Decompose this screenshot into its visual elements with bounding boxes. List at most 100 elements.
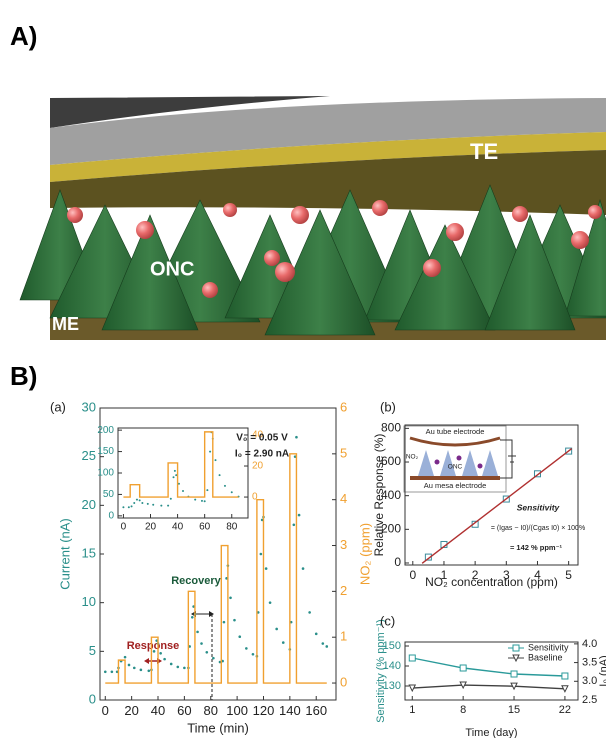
annotation: ONC [448,464,463,471]
x-tick-label: 20 [145,522,157,533]
data-point [308,611,311,614]
data-point [122,506,124,508]
y2-tick-label: 3.5 [582,656,597,668]
x-tick-label: 8 [460,704,466,716]
panel-label: (c) [380,613,395,628]
y-tick-label: 100 [97,468,114,479]
data-point [167,505,169,507]
panel-label: A) [10,21,37,51]
data-point [282,641,285,644]
data-point [159,652,162,655]
panel-label: (b) [380,399,396,414]
x-tick-label: 40 [172,522,184,533]
annotation: Au tube electrode [426,427,485,436]
panel-label: B) [10,361,37,391]
x-axis-label: Time (min) [187,720,249,735]
y-tick-label: 200 [97,425,114,436]
y-tick-label: 30 [82,399,96,414]
data-point [322,642,325,645]
nanoparticle [136,221,154,239]
x-tick-label: 40 [151,703,165,718]
data-point [562,673,568,679]
legend-label: Sensitivity [528,642,569,652]
annotation: I₀ = 2.90 nA [235,449,289,460]
x-tick-label: 120 [253,703,275,718]
data-point [160,505,162,507]
x-tick-label: 80 [226,522,238,533]
y-tick-label: 15 [82,545,96,560]
data-point [204,500,206,502]
data-point [163,658,166,661]
data-point [212,657,215,660]
x-tick-label: 0 [409,568,416,582]
data-point [183,667,186,670]
data-point [111,670,114,673]
y-tick-label: 800 [381,421,401,435]
x-tick-label: 160 [305,703,327,718]
molecule-icon [457,456,462,461]
y2-tick-label: 2.5 [582,694,597,706]
y2-tick-label: 1 [340,629,347,644]
y-tick-label: 0 [394,555,401,569]
x-tick-label: 22 [559,704,571,716]
x-tick-label: 0 [102,703,109,718]
y-tick-label: 10 [82,594,96,609]
molecule-icon [435,460,440,465]
data-point [104,670,107,673]
data-point [170,663,173,666]
y2-tick-label: 4.0 [582,638,597,650]
x-tick-label: 1 [409,704,415,716]
scene-label: ONC [150,258,194,280]
data-point [245,647,248,650]
y2-axis-label: NO₂ (ppm) [357,523,372,585]
page: A) TE ONC ME B) 020406080100120140160051… [0,0,606,738]
annotation: Recovery [171,575,221,587]
y-axis-label: Relative Response (%) [372,434,386,557]
data-point [315,633,318,636]
data-point [152,504,154,506]
y-tick-label: 25 [82,448,96,463]
data-point [153,650,156,653]
legend-marker [513,645,519,651]
y-tick-label: 0 [89,691,96,706]
data-point [325,645,328,648]
data-point [269,601,272,604]
molecule-icon [478,464,483,469]
annotation: Au mesa electrode [424,481,487,490]
annotation: = (Igas − I0)/(Cgas I0) × 100% [491,525,585,532]
arrow-head [144,658,149,664]
nanoparticle [223,203,237,217]
y2-tick-label: 6 [340,399,347,414]
nanoparticle [291,206,309,224]
data-point [238,635,241,638]
x-tick-label: 60 [177,703,191,718]
nanoparticle [571,231,589,249]
y2-tick-label: 4 [340,491,347,506]
data-point [128,664,131,667]
nanoparticle [372,200,388,216]
nanoparticle [264,250,280,266]
data-point [302,567,305,570]
x-tick-label: 80 [204,703,218,718]
x-axis-label: Time (day) [465,727,517,738]
legend-label: Baseline [528,652,563,662]
x-tick-label: 15 [508,704,520,716]
data-point [206,489,208,491]
y-tick-label: 5 [89,643,96,658]
figure: A) TE ONC ME B) 020406080100120140160051… [0,0,606,738]
mesa-electrode [410,476,500,480]
scene-label: TE [470,139,498,164]
x-tick-label: 5 [565,568,572,582]
data-point [233,619,236,622]
data-point [194,499,196,501]
data-point [219,474,221,476]
annotation: Response [127,640,180,652]
data-point [511,671,517,677]
nanoparticle [512,206,528,222]
x-axis-label: NO₂ concentration (ppm) [425,575,558,589]
data-point [174,470,176,472]
y2-tick-label: 3.0 [582,675,597,687]
